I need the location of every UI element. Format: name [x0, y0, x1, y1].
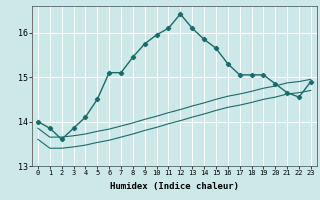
- X-axis label: Humidex (Indice chaleur): Humidex (Indice chaleur): [110, 182, 239, 191]
